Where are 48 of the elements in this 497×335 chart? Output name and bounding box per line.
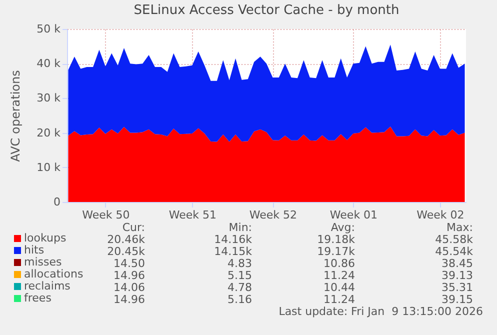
y-tick-label: 40 k [36, 57, 62, 70]
text: 14.06 [114, 281, 145, 294]
x-tick-label: Week 02 [416, 208, 464, 222]
text: 39.13 [442, 269, 473, 282]
text: 11.24 [324, 269, 355, 282]
text: 20.46k [107, 233, 145, 246]
legend-label: allocations [24, 268, 84, 280]
x-tick-label: Week 52 [249, 208, 298, 222]
y-tick-label: 50 k [36, 22, 62, 36]
text: 14.16k [214, 233, 252, 246]
text: Min: [228, 221, 252, 234]
x-tick-label: Week 51 [168, 208, 216, 222]
text: 45.58k [435, 233, 473, 246]
text: 19.18k [317, 233, 355, 246]
text: Avg: [330, 221, 355, 234]
text: 10.44 [324, 281, 355, 294]
y-axis-title: AVC operations [8, 70, 23, 162]
text: 5.15 [228, 269, 252, 282]
text: 39.15 [442, 293, 473, 306]
text: 14.15k [214, 245, 252, 258]
chart-title: SELinux Access Vector Cache - by month [134, 3, 400, 18]
legend-label: hits [24, 244, 44, 256]
legend-label: lookups [24, 232, 66, 244]
text: 38.45 [442, 257, 473, 270]
text: 4.78 [228, 281, 252, 294]
legend-label: reclaims [24, 280, 71, 292]
text: 14.50 [114, 257, 145, 270]
text: 10.86 [324, 257, 355, 270]
text: 35.31 [442, 281, 473, 294]
y-tick-label: 0 [54, 196, 60, 208]
text: 14.96 [114, 293, 145, 306]
text: Last update: Fri Jan 9 13:15:00 2026 [278, 305, 483, 318]
x-tick-label: Week 01 [330, 208, 378, 222]
legend-label: frees [24, 292, 52, 304]
y-tick-label: 20 k [36, 126, 62, 140]
text: Cur: [122, 221, 145, 234]
x-tick-label: Week 50 [82, 208, 130, 222]
y-tick-label: 10 k [36, 160, 62, 174]
text: 11.24 [324, 293, 355, 306]
text: 5.16 [228, 293, 252, 306]
text: 14.96 [114, 269, 145, 282]
text: 4.83 [228, 257, 252, 270]
legend-label: misses [24, 256, 62, 268]
text: 20.45k [107, 245, 145, 258]
text: 19.17k [317, 245, 355, 258]
text: Max: [446, 221, 473, 234]
y-tick-label: 30 k [36, 92, 62, 105]
text: 45.54k [435, 245, 473, 258]
